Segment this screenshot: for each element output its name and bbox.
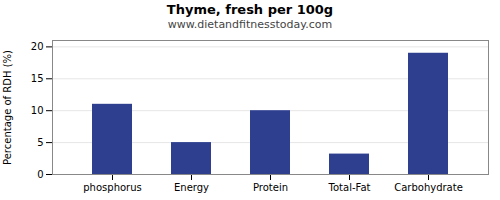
svg-text:Percentage of RDH (%): Percentage of RDH (%) [2, 50, 13, 165]
svg-text:Energy: Energy [174, 182, 209, 193]
html-text:www.dietandfitnesstoday.com: www.dietandfitnesstoday.com [167, 18, 333, 31]
svg-text:10: 10 [31, 105, 44, 116]
svg-text:phosphorus: phosphorus [83, 182, 141, 193]
svg-text:5: 5 [37, 137, 43, 148]
svg-text:0: 0 [37, 169, 43, 180]
svg-text:Protein: Protein [253, 182, 288, 193]
svg-text:Total-Fat: Total-Fat [328, 182, 371, 193]
svg-text:15: 15 [31, 73, 44, 84]
svg-text:Carbohydrate: Carbohydrate [394, 182, 463, 193]
html-text:Thyme, fresh per 100g: Thyme, fresh per 100g [166, 2, 334, 17]
svg-text:20: 20 [31, 41, 44, 52]
